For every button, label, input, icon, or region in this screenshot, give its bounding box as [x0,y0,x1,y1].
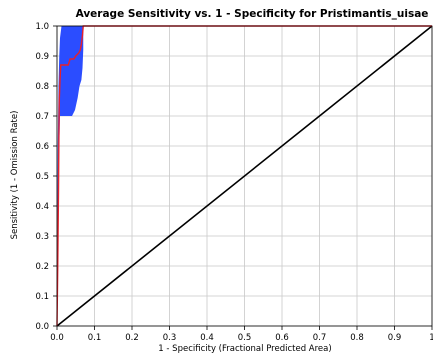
y-tick-label: 0.3 [35,232,49,242]
y-tick-label: 0.6 [35,142,49,152]
x-tick-label: 0.6 [275,333,289,343]
y-tick-label: 1.0 [35,22,49,32]
chart-title: Average Sensitivity vs. 1 - Specificity … [76,8,429,20]
x-tick-label: 0.8 [350,333,364,343]
y-tick-label: 0.7 [35,112,49,122]
y-tick-label: 0.2 [35,262,49,272]
y-tick-label: 0.8 [35,82,49,92]
x-tick-label: 0.2 [125,333,139,343]
x-tick-label: 0.7 [313,333,327,343]
mean-roc-line [56,25,432,327]
series-lines [56,25,433,327]
y-axis-ticks: 0.0 0.1 0.2 0.3 0.4 0.5 0.6 0.7 0.8 0.9 1.0 [35,22,57,332]
y-tick-label: 0.4 [35,202,49,212]
x-axis-ticks: 0.0 0.1 0.2 0.3 0.4 0.5 0.6 0.7 0.8 0.9 1 [50,326,433,343]
x-tick-label: 0.4 [200,333,214,343]
x-tick-label: 1 [429,333,433,343]
y-axis-label: Sensitivity (1 - Omission Rate) [10,111,20,240]
x-tick-label: 0.0 [50,333,64,343]
x-axis-label: 1 - Specificity (Fractional Predicted Ar… [158,344,331,354]
x-tick-label: 0.3 [163,333,177,343]
y-tick-label: 0.9 [35,52,49,62]
random-prediction-line [56,25,433,327]
y-tick-label: 0.5 [35,172,49,182]
x-tick-label: 0.5 [238,333,252,343]
y-tick-label: 0.1 [35,292,49,302]
x-tick-label: 0.9 [388,333,402,343]
y-tick-label: 0.0 [35,322,49,332]
x-tick-label: 0.1 [88,333,102,343]
